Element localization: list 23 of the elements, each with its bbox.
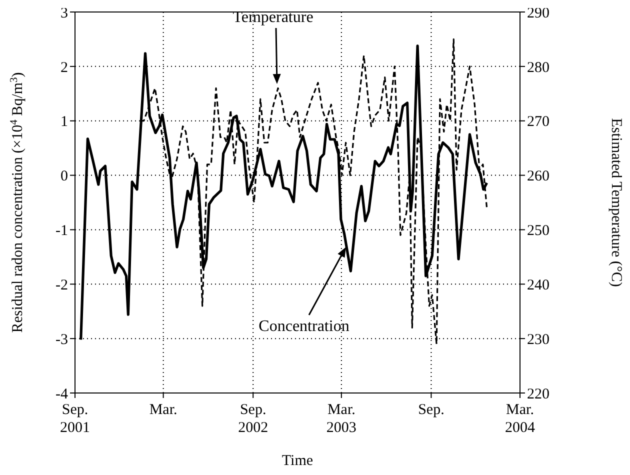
- y2-tick-label: 250: [527, 223, 550, 240]
- x-tick-label: Mar. 2003: [326, 402, 356, 436]
- y-tick-label: -3: [56, 332, 68, 348]
- x-tick-label: Mar.: [149, 402, 178, 418]
- y2-tick-label: 270: [527, 114, 550, 130]
- y-tick-label: -1: [56, 223, 68, 240]
- y2-tick-label: 240: [527, 277, 550, 294]
- y2-tick-label: 280: [527, 60, 550, 76]
- y2-tick-label: 220: [527, 386, 550, 402]
- y2-tick-label: 230: [527, 332, 550, 348]
- y2-tick-label: 260: [527, 168, 550, 185]
- y-tick-label: 0: [60, 168, 68, 185]
- x-tick-label: Mar. 2004: [505, 402, 536, 436]
- y-tick-label: 2: [60, 60, 68, 76]
- y-tick-label: -4: [56, 386, 68, 402]
- x-tick-label: Sep.: [418, 402, 444, 418]
- x-tick-label: Sep. 2002: [238, 402, 268, 436]
- x-tick-label: Sep. 2001: [60, 402, 90, 436]
- y-tick-label: 1: [60, 114, 68, 130]
- annotation: Concentration: [258, 318, 350, 335]
- x-axis-title: Time: [282, 453, 314, 469]
- y-tick-label: -2: [56, 277, 68, 294]
- annotation: Temperature: [232, 9, 314, 26]
